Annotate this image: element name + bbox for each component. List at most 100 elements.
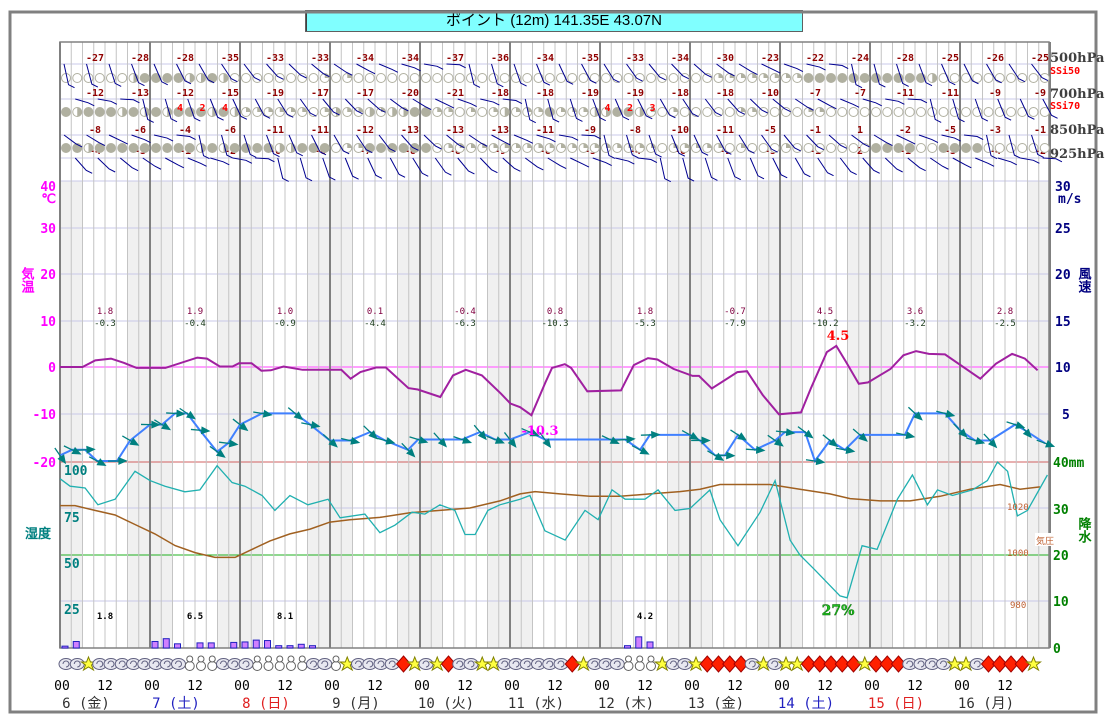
ssi-quarter (358, 143, 363, 148)
wind-barb (907, 98, 928, 104)
wind-barb (513, 63, 527, 87)
ssi-circle (376, 73, 386, 83)
ssi-circle (972, 73, 983, 83)
star-icon (856, 655, 874, 672)
cloud-swirl (152, 660, 160, 668)
snow-body (252, 661, 263, 671)
wind-barb (311, 63, 330, 78)
upper-temp-label: -1 (1034, 125, 1046, 136)
upper-temp-label: -19 (581, 88, 599, 99)
ssi-circle (139, 73, 150, 83)
upper-temp-label: -6 (134, 125, 146, 136)
ssi50-marker (522, 73, 533, 83)
ssi-circle (724, 107, 735, 117)
ssi-circle (601, 73, 611, 83)
upper-temp-label: -5 (944, 125, 956, 136)
upper-temp-label: -11 (311, 125, 329, 136)
upper-temp-label: -18 (536, 88, 554, 99)
wind-barb (682, 98, 699, 118)
cloud-icon (463, 658, 479, 670)
ssi50-marker (578, 73, 589, 83)
ssi70-marker (342, 107, 353, 117)
upper-temp-label: -3 (944, 146, 956, 157)
wind-barb (502, 98, 523, 104)
snow-icon (184, 655, 195, 671)
cloud-swirl (73, 660, 81, 668)
ssi-circle (679, 107, 690, 117)
ssi-circle (477, 107, 488, 117)
surface-wind-arrow (835, 446, 856, 454)
cloud-icon (362, 658, 378, 670)
pressure-tick: 1000 (1007, 549, 1029, 559)
ssi-circle (218, 107, 229, 117)
star-icon (1025, 655, 1042, 672)
hour-tick-12: 12 (367, 679, 383, 694)
upper-temp-label: -17 (356, 88, 374, 99)
ssi-circle (859, 73, 870, 83)
upper-temp-label: -11 (536, 125, 554, 136)
ssi70-marker (488, 107, 499, 117)
ssi-quarter (358, 107, 363, 112)
snow-head (186, 655, 194, 663)
surface-wind-arrow (805, 457, 826, 466)
ssi70-marker (511, 107, 521, 117)
ssi-circle (1017, 143, 1028, 153)
wind-barb (885, 98, 905, 105)
daily-min-temp: -3.2 (904, 319, 926, 329)
wind-barb (761, 134, 778, 153)
wind-barb (210, 157, 230, 166)
cloud-shape (171, 658, 186, 670)
ssi-quarter (268, 107, 273, 112)
surface-wind-arrow (966, 437, 986, 445)
precip-bar (264, 640, 271, 649)
wind-barb (659, 157, 671, 183)
surface-wind-arrow (322, 433, 338, 448)
cloud-swirl (670, 660, 677, 668)
ssi50-marker (353, 73, 364, 83)
ssi-half (932, 73, 937, 83)
cloud-icon (508, 658, 524, 670)
cloud-icon (519, 658, 535, 670)
upper-temp-label: -1 (899, 146, 911, 157)
wind-barb (524, 157, 544, 171)
upper-temp-label: -13 (131, 88, 149, 99)
ssi-circle (927, 143, 938, 153)
daily-min-temp: -6.3 (454, 319, 476, 329)
wind-barb (120, 98, 140, 104)
ssi-circle (544, 73, 555, 83)
ssi-circle (1028, 107, 1039, 117)
day-label: 7 (土) (152, 696, 200, 712)
cloud-swirl (175, 660, 182, 668)
pressure-axis-label: 気圧 (1036, 535, 1054, 547)
wind-barb (603, 63, 620, 83)
wind-barb (131, 134, 151, 144)
wind-barb (536, 63, 551, 86)
ssi-quarter (471, 143, 476, 148)
snow-head (276, 655, 284, 663)
ssi925-marker (319, 143, 330, 153)
ssi70-marker (814, 107, 825, 117)
ssi70-marker (297, 107, 308, 117)
wind-barb (435, 98, 455, 109)
ssi-circle (454, 73, 465, 83)
chart-title: ポイント (12m) 141.35E 43.07N (305, 10, 803, 32)
ssi70-marker (747, 107, 758, 117)
ssi-circle (454, 107, 465, 117)
surface-wind-arrow (691, 436, 711, 445)
wind-barb (491, 63, 504, 88)
cloud-swirl (388, 660, 396, 668)
ssi-circle (938, 143, 949, 153)
hour-tick-12: 12 (97, 679, 113, 694)
ssi-circle (882, 73, 893, 83)
surface-wind-arrow (473, 424, 487, 441)
ssi-quarter (718, 143, 723, 148)
wind-tick: 5 (1062, 408, 1070, 423)
ssi50-marker (342, 73, 353, 83)
cloud-shape (69, 658, 85, 670)
ssi-quarter (786, 143, 791, 148)
wind-barb (772, 157, 788, 179)
ssi50-marker (837, 73, 848, 83)
ssi50-marker (668, 73, 679, 83)
wind-barb (266, 134, 280, 158)
wind-barb (727, 98, 745, 115)
